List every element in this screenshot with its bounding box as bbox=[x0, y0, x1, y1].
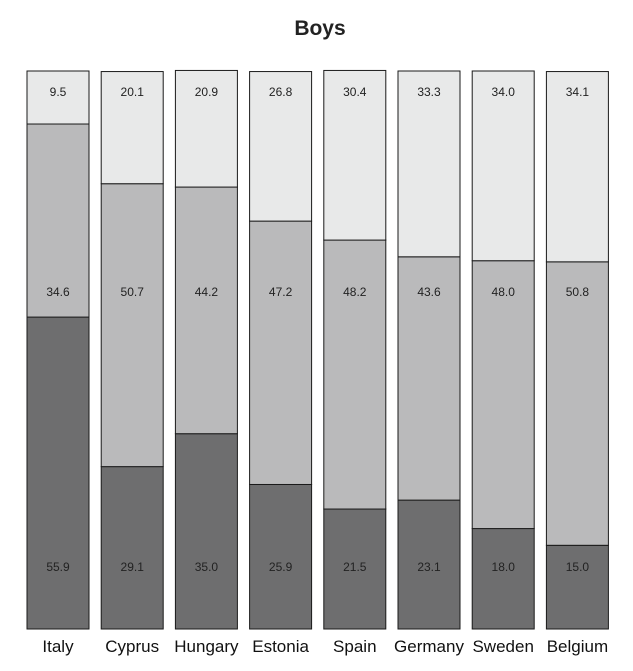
bar-segment-sweden-3 bbox=[471, 70, 535, 262]
bar-segment-sweden-2 bbox=[471, 260, 535, 530]
bar-segment-cyprus-2 bbox=[100, 183, 164, 468]
value-label-belgium-3: 34.1 bbox=[566, 85, 590, 99]
value-label-belgium-1: 15.0 bbox=[566, 560, 590, 574]
value-label-belgium-2: 50.8 bbox=[566, 285, 590, 299]
bar-segment-belgium-1 bbox=[545, 544, 609, 630]
bar-segment-spain-2 bbox=[323, 239, 387, 510]
value-label-germany-1: 23.1 bbox=[417, 560, 441, 574]
value-label-italy-2: 34.6 bbox=[46, 285, 70, 299]
value-label-estonia-1: 25.9 bbox=[269, 560, 293, 574]
bar-segment-estonia-1 bbox=[249, 483, 313, 630]
value-label-sweden-3: 34.0 bbox=[492, 85, 516, 99]
value-label-germany-2: 43.6 bbox=[417, 285, 441, 299]
bar-segment-italy-2 bbox=[26, 123, 90, 318]
bar-segment-estonia-3 bbox=[249, 71, 313, 222]
bar-segment-hungary-3 bbox=[174, 69, 238, 188]
value-label-hungary-1: 35.0 bbox=[195, 560, 219, 574]
bar-segment-germany-1 bbox=[397, 499, 461, 630]
category-label-spain: Spain bbox=[333, 637, 376, 656]
value-label-sweden-1: 18.0 bbox=[492, 560, 516, 574]
bar-segment-germany-2 bbox=[397, 256, 461, 501]
value-label-hungary-3: 20.9 bbox=[195, 85, 219, 99]
value-label-spain-2: 48.2 bbox=[343, 285, 367, 299]
value-label-cyprus-1: 29.1 bbox=[121, 560, 145, 574]
category-labels-layer: Italy Cyprus Hungary Estonia Spain Germany Swe… bbox=[42, 637, 608, 656]
category-label-belgium: Belgium bbox=[547, 637, 608, 656]
value-label-italy-3: 9.5 bbox=[50, 85, 67, 99]
bar-segment-italy-1 bbox=[26, 316, 90, 630]
value-label-italy-1: 55.9 bbox=[46, 560, 70, 574]
value-label-cyprus-3: 20.1 bbox=[121, 85, 145, 99]
value-label-estonia-3: 26.8 bbox=[269, 85, 293, 99]
bar-segment-italy-3 bbox=[26, 70, 90, 125]
bars-layer bbox=[26, 69, 609, 630]
category-label-hungary: Hungary bbox=[174, 637, 239, 656]
value-label-hungary-2: 44.2 bbox=[195, 285, 219, 299]
bar-segment-cyprus-1 bbox=[100, 466, 164, 630]
bar-segment-cyprus-3 bbox=[100, 71, 164, 185]
bar-segment-sweden-1 bbox=[471, 528, 535, 630]
bar-segment-estonia-2 bbox=[249, 220, 313, 485]
bar-segment-spain-3 bbox=[323, 69, 387, 241]
chart-title: Boys bbox=[294, 17, 345, 40]
value-label-cyprus-2: 50.7 bbox=[121, 285, 145, 299]
value-label-sweden-2: 48.0 bbox=[492, 285, 516, 299]
category-label-italy: Italy bbox=[42, 637, 74, 656]
value-label-spain-3: 30.4 bbox=[343, 85, 367, 99]
bar-segment-spain-1 bbox=[323, 508, 387, 630]
category-label-sweden: Sweden bbox=[472, 637, 533, 656]
category-label-germany: Germany bbox=[394, 637, 464, 656]
bar-segment-belgium-2 bbox=[545, 261, 609, 546]
category-label-cyprus: Cyprus bbox=[105, 637, 159, 656]
bar-segment-hungary-1 bbox=[174, 433, 238, 630]
value-labels-layer: 55.9 34.6 9.5 29.1 50.7 20.1 35.0 44.2 20.9 25.9 4… bbox=[46, 85, 589, 574]
bar-segment-germany-3 bbox=[397, 70, 461, 258]
value-label-germany-3: 33.3 bbox=[417, 85, 441, 99]
bar-segment-hungary-2 bbox=[174, 186, 238, 435]
value-label-spain-1: 21.5 bbox=[343, 560, 367, 574]
bar-segment-belgium-3 bbox=[545, 71, 609, 263]
value-label-estonia-2: 47.2 bbox=[269, 285, 293, 299]
category-label-estonia: Estonia bbox=[252, 637, 309, 656]
